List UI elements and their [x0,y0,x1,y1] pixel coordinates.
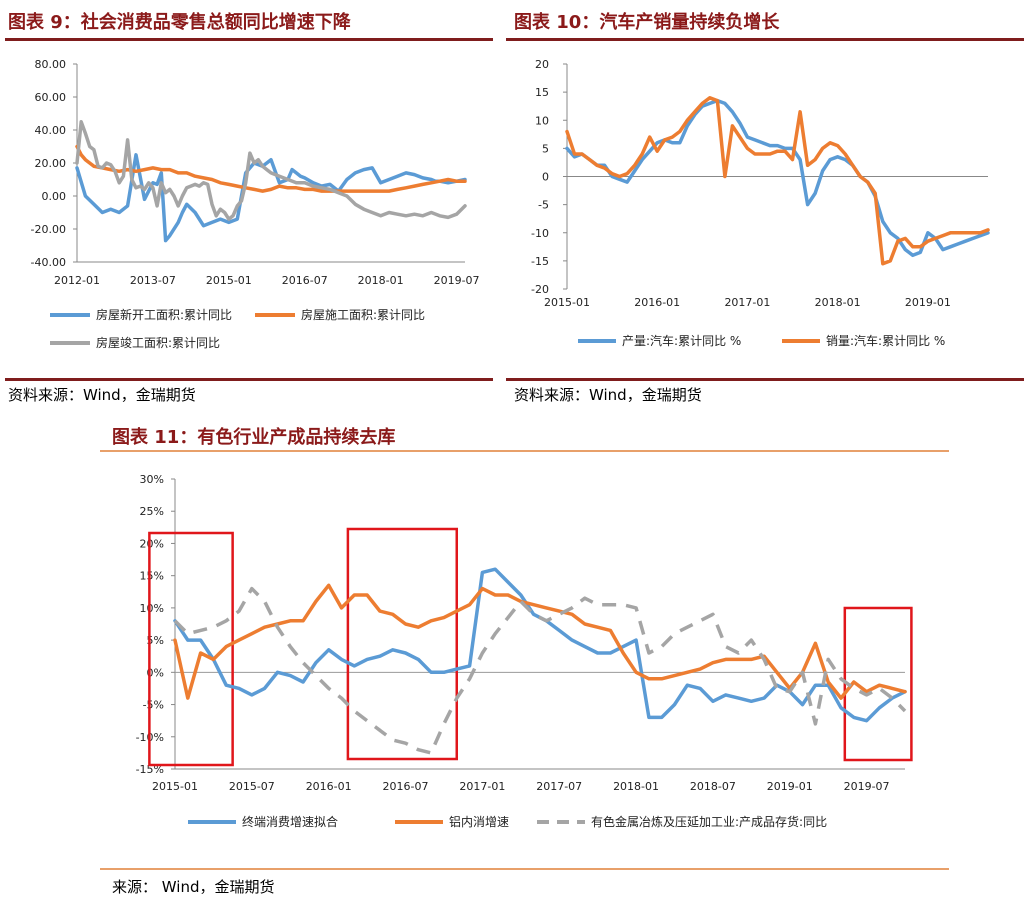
chart11-highlight-box [148,531,234,767]
chart10-legend-label-0: 产量:汽车:累计同比 % [622,333,741,348]
chart11-y-tick-label: 30% [140,473,164,486]
chart10-y-tick-label: 10 [535,114,549,127]
chart10-title: 图表 10：汽车产销量持续负增长 [514,12,780,33]
chart11-y-tick-label: 15% [140,570,164,583]
chart11-x-tick-label: 2017-01 [459,780,505,793]
chart9-y-tick-label: 40.00 [35,124,67,137]
chart11-highlight-box [843,606,913,762]
chart9-title: 图表 9：社会消费品零售总额同比增速下降 [8,12,351,33]
chart11-y-tick-label: 25% [140,505,164,518]
chart9-legend-label-1: 房屋施工面积:累计同比 [301,307,425,322]
chart11-x-tick-label: 2015-01 [152,780,198,793]
chart10-y-tick-label: -10 [531,227,549,240]
chart11-legend-label-2: 有色金属冶炼及压延加工业:产成品存货:同比 [591,814,827,829]
chart11-series-line-1 [173,583,907,700]
chart11-y-tick-label: -5% [143,699,164,712]
chart11-legend-label-0: 终端消费增速拟合 [242,814,338,829]
chart11-y-tick-label: 5% [147,634,164,647]
chart10-x-tick-label: 2015-01 [544,296,590,309]
chart10-x-tick-label: 2019-01 [905,296,951,309]
chart10-bottom-rule [506,378,1024,381]
chart11: 30%25%20%15%10%5%0%-5%-10%-15%2015-01 201… [136,473,913,829]
chart10-y-tick-label: 20 [535,58,549,71]
chart9-x-tick-label: 2019-07 [434,274,480,287]
chart10-y-tick-label: 5 [542,142,549,155]
chart9: 80.00 60.00 40.00 20.00 0.00 -20.00 -40.00 2012… [31,58,480,350]
chart10-y-tick-label: -5 [538,199,549,212]
chart10-y-tick-label: 15 [535,86,549,99]
chart9-series-line-0 [75,153,467,243]
chart10-series-line-0 [565,98,990,258]
chart10-source: 资料来源：Wind，金瑞期货 [514,386,702,404]
chart10-x-tick-label: 2017-01 [724,296,770,309]
chart11-source: 来源： Wind，金瑞期货 [112,878,275,896]
chart11-x-tick-label: 2018-01 [613,780,659,793]
chart9-y-tick-label: 0.00 [42,190,67,203]
chart11-series-line-2 [173,586,907,755]
chart11-highlight-box [346,527,459,761]
chart10-legend-label-1: 销量:汽车:累计同比 % [826,333,945,348]
chart11-x-tick-label: 2016-07 [383,780,429,793]
chart11-title-rule [100,450,949,452]
chart11-x-tick-label: 2018-07 [690,780,736,793]
chart11-y-tick-label: 20% [140,537,164,550]
chart11-y-tick-label: 10% [140,602,164,615]
chart10-x-tick-label: 2016-01 [634,296,680,309]
chart11-x-tick-label: 2019-07 [844,780,890,793]
chart10-title-rule [506,38,1024,41]
chart9-y-tick-label: 80.00 [35,58,67,71]
chart10-series-line-1 [565,96,990,266]
chart9-legend-label-2: 房屋竣工面积:累计同比 [96,335,220,350]
chart11-series-line-0 [173,567,907,723]
chart9-x-tick-label: 2015-01 [206,274,252,287]
chart9-series-line-1 [75,144,467,193]
chart9-y-tick-label: 20.00 [35,157,67,170]
chart9-x-tick-label: 2012-01 [54,274,100,287]
chart11-x-tick-label: 2015-07 [229,780,275,793]
chart9-source: 资料来源：Wind，金瑞期货 [8,386,196,404]
chart11-legend-label-1: 铝内消增速 [449,814,509,829]
chart9-y-tick-label: -20.00 [31,223,66,236]
chart9-y-tick-label: 60.00 [35,91,67,104]
chart10-y-tick-label: 0 [542,171,549,184]
chart9-x-tick-label: 2016-07 [282,274,328,287]
chart10-y-tick-label: -15 [531,255,549,268]
chart11-bottom-rule [100,868,949,870]
chart11-x-tick-label: 2017-07 [536,780,582,793]
chart11-x-tick-label: 2016-01 [306,780,352,793]
chart9-series-line-2 [75,120,467,221]
chart9-y-tick-label: -40.00 [31,256,66,269]
chart9-legend-label-0: 房屋新开工面积:累计同比 [96,307,232,322]
chart11-y-tick-label: 0% [147,666,164,679]
chart11-x-tick-label: 2019-01 [767,780,813,793]
chart11-title: 图表 11：有色行业产成品持续去库 [112,427,396,448]
chart9-x-tick-label: 2013-07 [130,274,176,287]
chart10-y-tick-label: -20 [531,283,549,296]
chart9-x-tick-label: 2018-01 [358,274,404,287]
chart9-bottom-rule [5,378,493,381]
chart9-title-rule [5,38,493,41]
chart10-x-tick-label: 2018-01 [815,296,861,309]
